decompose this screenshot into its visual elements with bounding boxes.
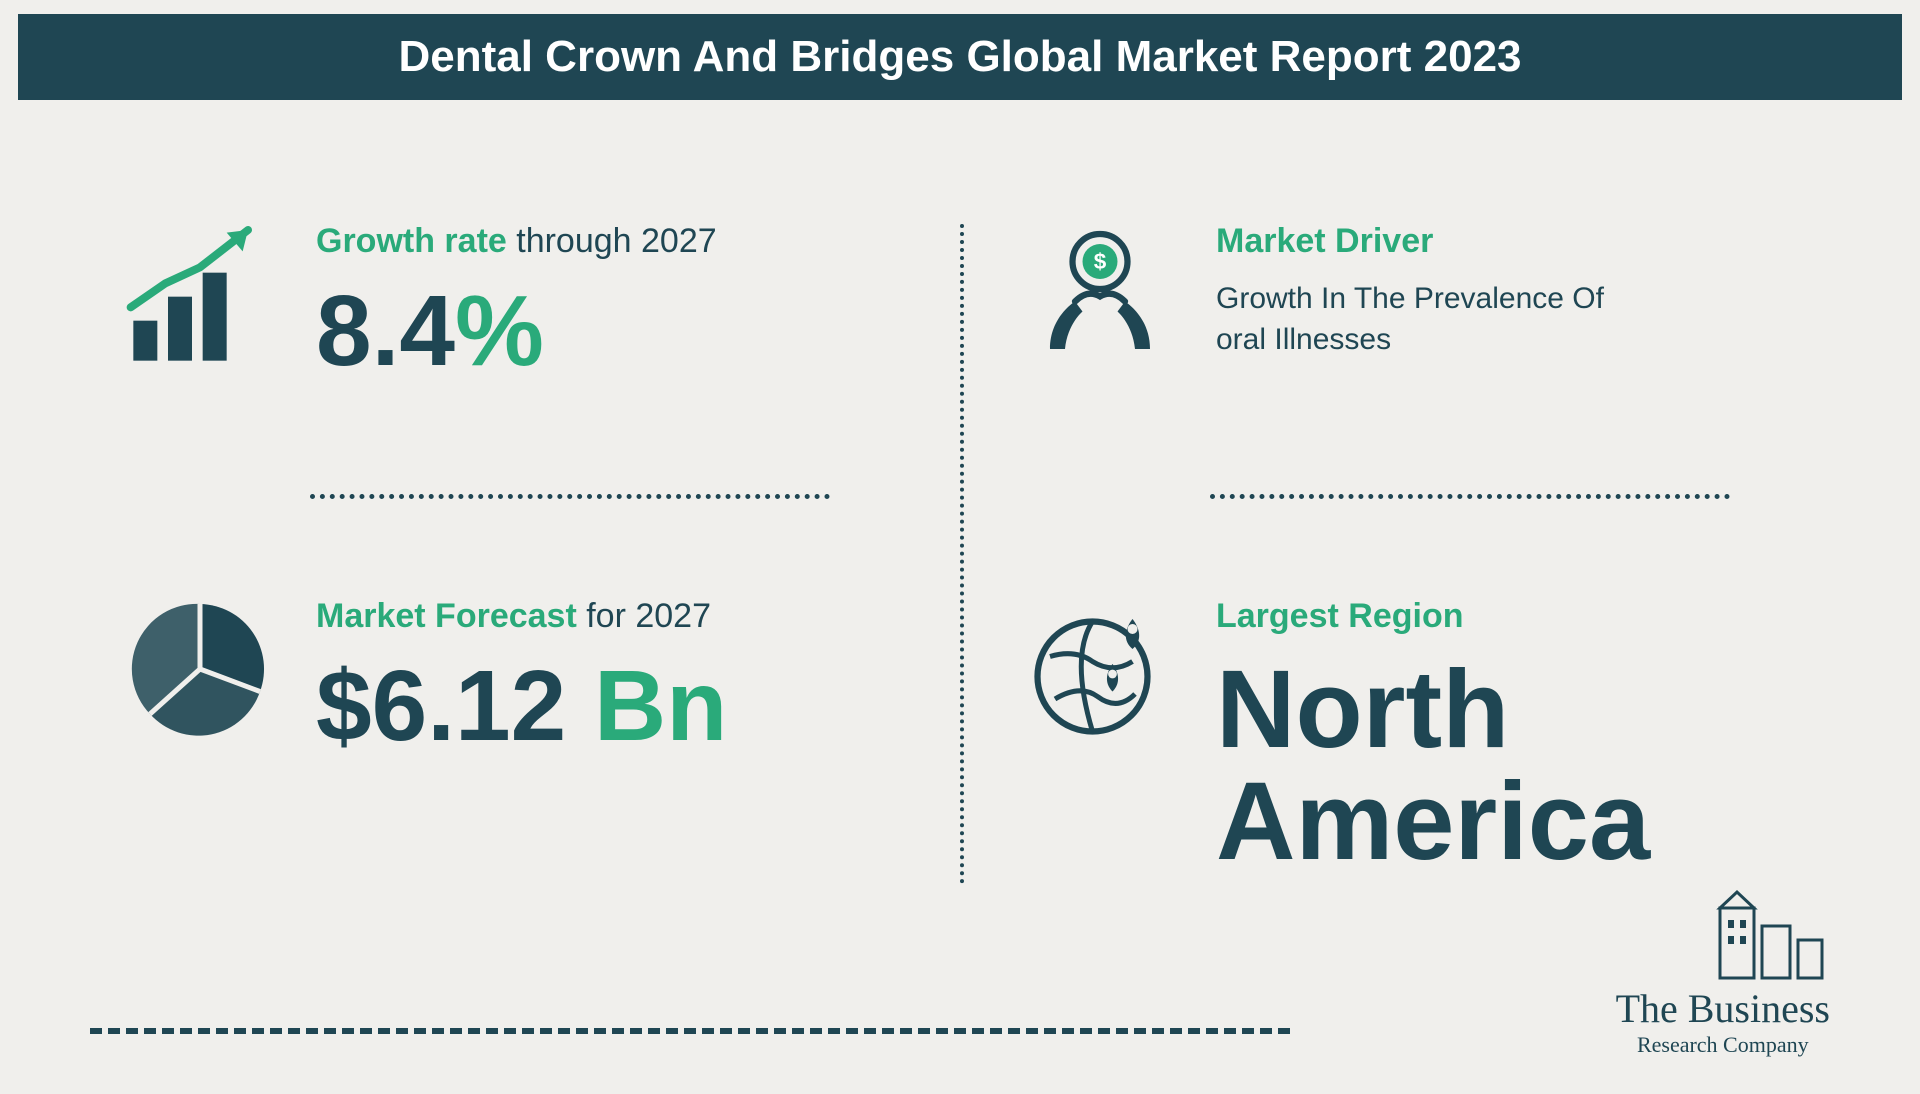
growth-chart-icon [120, 214, 280, 374]
brand-logo: The Business Research Company [1616, 985, 1830, 1058]
title-bar: Dental Crown And Bridges Global Market R… [18, 14, 1902, 100]
driver-cell: $ Market Driver Growth In The Prevalence… [1020, 184, 1800, 559]
pie-chart-icon [120, 589, 280, 749]
growth-cell: Growth rate through 2027 8.4% [120, 184, 900, 559]
forecast-label: Market Forecast for 2027 [316, 597, 727, 636]
driver-text: Growth In The Prevalence Of oral Illness… [1216, 279, 1636, 360]
brand-line-2: Research Company [1616, 1032, 1830, 1058]
buildings-icon [1680, 868, 1840, 988]
page-title: Dental Crown And Bridges Global Market R… [398, 32, 1521, 81]
bottom-divider [90, 1028, 1290, 1034]
globe-pins-icon [1020, 589, 1180, 749]
forecast-value: $6.12 Bn [316, 654, 727, 759]
svg-text:$: $ [1094, 249, 1107, 274]
brand-line-1: The Business [1616, 985, 1830, 1032]
region-label: Largest Region [1216, 597, 1800, 636]
hands-money-icon: $ [1020, 214, 1180, 374]
region-value: North America [1216, 654, 1800, 878]
forecast-cell: Market Forecast for 2027 $6.12 Bn [120, 559, 900, 934]
driver-label: Market Driver [1216, 222, 1636, 261]
growth-value: 8.4% [316, 279, 717, 384]
growth-label: Growth rate through 2027 [316, 222, 717, 261]
infographic-grid: Growth rate through 2027 8.4% $ Market D… [120, 184, 1800, 934]
